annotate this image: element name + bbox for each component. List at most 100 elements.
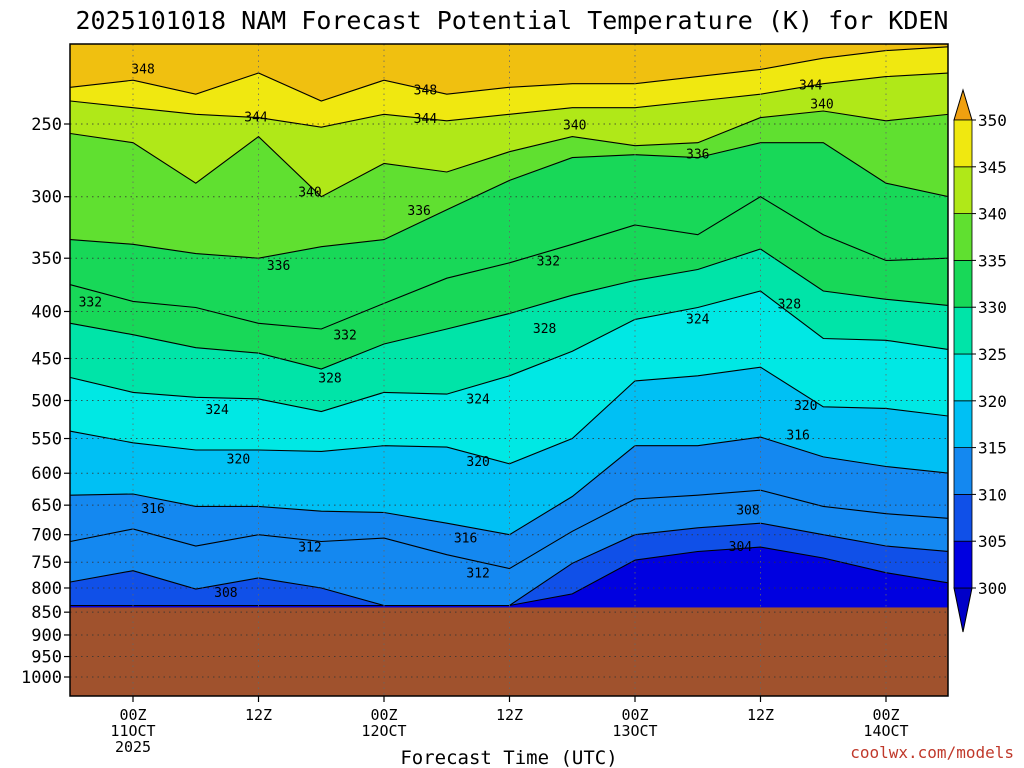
- contour-332: [70, 196, 948, 330]
- y-tick-label: 750: [31, 553, 62, 573]
- x-tick-label: 11OCT: [110, 722, 155, 740]
- colorbar-label: 300: [978, 579, 1007, 598]
- contour-label: 348: [131, 62, 154, 77]
- contour-label: 312: [466, 566, 489, 581]
- y-tick-label: 300: [31, 188, 62, 208]
- contour-label: 336: [407, 204, 430, 219]
- colorbar-label: 310: [978, 485, 1007, 504]
- contour-label: 308: [214, 586, 237, 601]
- contour-320: [70, 366, 948, 465]
- colorbar-swatch: [953, 119, 973, 168]
- contour-label: 328: [318, 371, 341, 386]
- colorbar-over-triangle: [953, 88, 973, 121]
- colorbar-under-triangle: [953, 587, 973, 633]
- x-tick-label: 00Z: [621, 706, 648, 724]
- contour-labels: 348 348 344 344 340 344 340 336 340 336 336 332 332 3…: [79, 62, 834, 601]
- colorbar-swatch: [953, 306, 973, 355]
- x-tick-label: 13OCT: [612, 722, 657, 740]
- contour-label: 332: [79, 295, 102, 310]
- contour-label: 348: [414, 84, 437, 99]
- contour-label: 328: [778, 297, 801, 312]
- x-tick-label: 12Z: [747, 706, 774, 724]
- contour-336: [70, 142, 948, 259]
- y-tick-label: 350: [31, 249, 62, 269]
- y-tick-label: 500: [31, 392, 62, 412]
- colorbar-swatch: [953, 540, 973, 589]
- colorbar-label: 335: [978, 251, 1007, 270]
- x-tick-label: 00Z: [872, 706, 899, 724]
- x-tick-label: 2025: [115, 738, 151, 756]
- colorbar-swatch: [953, 400, 973, 448]
- contour-label: 320: [227, 453, 250, 468]
- contour-label: 328: [533, 322, 556, 337]
- contour-label: 320: [466, 455, 489, 470]
- x-tick-label: 00Z: [119, 706, 146, 724]
- contour-312: [70, 489, 948, 570]
- x-tick-label: 12Z: [245, 706, 272, 724]
- y-tick-label: 400: [31, 302, 62, 322]
- contour-label: 324: [686, 312, 710, 327]
- y-tick-label: 550: [31, 430, 62, 450]
- colorbar-label: 315: [978, 439, 1007, 458]
- y-tick-label: 600: [31, 464, 62, 484]
- colorbar-swatch: [953, 213, 973, 261]
- colorbar-label: 305: [978, 532, 1007, 551]
- colorbar-label: 320: [978, 392, 1007, 411]
- colorbar-swatch: [953, 447, 973, 495]
- colorbar-label: 330: [978, 298, 1007, 317]
- credit-text: coolwx.com/models: [850, 743, 1014, 762]
- colorbar-swatch: [953, 166, 973, 215]
- colorbar-label: 345: [978, 158, 1007, 177]
- contour-344: [70, 72, 948, 128]
- contour-label: 340: [298, 186, 321, 201]
- contour-label: 332: [333, 329, 356, 344]
- contour-label: 320: [794, 399, 817, 414]
- contour-324: [70, 290, 948, 413]
- contour-label: 344: [799, 79, 823, 94]
- colorbar-swatch: [953, 259, 973, 308]
- contour-label: 340: [810, 97, 833, 112]
- colorbar-swatch: [953, 353, 973, 402]
- y-tick-label: 650: [31, 496, 62, 516]
- y-tick-label: 1000: [21, 668, 62, 688]
- x-tick-label: 00Z: [370, 706, 397, 724]
- y-axis: 250 300 350 400 450 500 550 600 650 700 750 800 850 9…: [21, 115, 70, 688]
- contour-label: 316: [141, 502, 164, 517]
- contour-label: 324: [466, 393, 490, 408]
- colorbar-swatch: [953, 493, 973, 542]
- contour-label: 324: [205, 403, 229, 418]
- colorbar-label: 325: [978, 345, 1007, 364]
- y-tick-label: 950: [31, 648, 62, 668]
- contour-label: 316: [454, 532, 477, 547]
- x-tick-label: 12OCT: [361, 722, 406, 740]
- colorbar: 300 305 310 315 320 325 330 335 340 345 350: [953, 88, 1007, 633]
- contour-label: 304: [729, 540, 753, 555]
- contour-label: 308: [736, 504, 759, 519]
- x-axis-title: Forecast Time (UTC): [400, 747, 617, 768]
- contour-label: 344: [414, 112, 438, 127]
- colorbar-label: 340: [978, 205, 1007, 224]
- colorbar-label: 350: [978, 111, 1007, 130]
- y-tick-label: 850: [31, 603, 62, 623]
- contour-label: 344: [244, 111, 268, 126]
- y-tick-label: 450: [31, 349, 62, 369]
- contour-340: [70, 110, 948, 198]
- contour-label: 340: [563, 119, 586, 134]
- contour-348: [70, 46, 948, 102]
- chart-title: 2025101018 NAM Forecast Potential Temper…: [76, 6, 949, 35]
- contour-label: 312: [298, 541, 321, 556]
- contour-label: 316: [786, 429, 809, 444]
- y-tick-label: 700: [31, 526, 62, 546]
- grid-lines: [70, 44, 948, 696]
- contour-label: 336: [686, 148, 709, 163]
- contour-label: 332: [537, 255, 560, 270]
- contour-label: 336: [267, 259, 290, 274]
- plot-area: 348 348 344 344 340 344 340 336 340 336 336 332 332 3…: [70, 44, 948, 696]
- y-tick-label: 900: [31, 626, 62, 646]
- x-tick-label: 14OCT: [863, 722, 908, 740]
- x-tick-label: 12Z: [496, 706, 523, 724]
- y-tick-label: 800: [31, 579, 62, 599]
- y-tick-label: 250: [31, 115, 62, 135]
